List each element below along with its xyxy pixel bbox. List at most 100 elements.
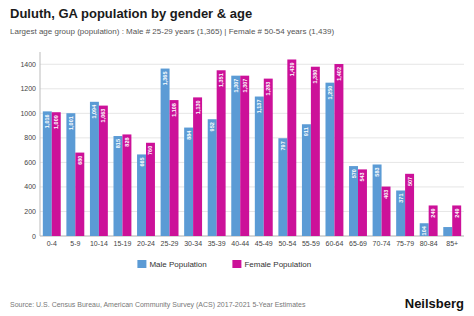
bar	[208, 119, 217, 236]
bar	[349, 166, 358, 236]
x-tick-label: 30-34	[184, 240, 202, 247]
bar	[184, 128, 193, 236]
x-tick-label: 20-24	[137, 240, 155, 247]
bar	[311, 67, 320, 236]
grid-line	[40, 64, 464, 65]
bar	[443, 227, 452, 236]
x-tick-label: 40-44	[231, 240, 249, 247]
bar	[146, 143, 155, 236]
y-axis-line	[40, 52, 41, 236]
bar	[66, 113, 75, 236]
x-tick-label: 65-69	[349, 240, 367, 247]
data-label: 249	[430, 208, 436, 217]
data-label: 911	[303, 127, 309, 136]
bar	[240, 76, 249, 236]
bar	[231, 76, 240, 236]
data-label: 1,351	[218, 73, 224, 87]
data-label: 1,016	[44, 114, 50, 128]
data-label: 1,365	[162, 72, 168, 86]
data-label: 1,380	[312, 70, 318, 84]
data-label: 1,439	[289, 62, 295, 76]
x-tick-label: 60-64	[325, 240, 343, 247]
legend-swatch	[232, 260, 241, 268]
bar	[161, 69, 170, 236]
bar	[113, 136, 122, 236]
bar	[278, 138, 287, 236]
x-tick-label: 25-29	[161, 240, 179, 247]
data-label: 828	[124, 137, 130, 146]
bar	[429, 205, 438, 236]
grid-line	[40, 88, 464, 89]
x-tick-label: 10-14	[90, 240, 108, 247]
bar	[396, 190, 405, 236]
x-tick-label: 15-19	[113, 240, 131, 247]
data-label: 665	[139, 157, 145, 166]
legend: Male PopulationFemale Population	[137, 260, 311, 269]
data-label: 403	[383, 190, 389, 199]
source: Source: U.S. Census Bureau, American Com…	[10, 301, 306, 309]
bar	[255, 97, 264, 236]
legend-label: Female Population	[244, 260, 311, 269]
x-tick-label: 50-54	[278, 240, 296, 247]
data-label: 249	[454, 208, 460, 217]
bar	[75, 153, 84, 236]
bars	[43, 59, 461, 236]
data-label: 570	[351, 169, 357, 178]
data-label: 507	[407, 177, 413, 186]
bar	[137, 154, 146, 236]
x-tick-label: 45-49	[255, 240, 273, 247]
x-tick-label: 85+	[446, 240, 458, 247]
data-label: 371	[398, 193, 404, 202]
bar	[217, 70, 226, 236]
data-label: 1,108	[171, 103, 177, 117]
data-label: 680	[77, 156, 83, 165]
data-label: 1,250	[327, 86, 333, 100]
data-label: 104	[421, 225, 427, 235]
y-tick-label: 1200	[20, 85, 36, 92]
bar	[170, 100, 179, 236]
y-tick-label: 600	[24, 159, 36, 166]
x-tick-label: 55-59	[302, 240, 320, 247]
data-labels: 1,0161,0011,0948156651,3658849521,3071,1…	[44, 62, 459, 235]
brand: Neilsberg	[405, 296, 464, 311]
bar	[382, 187, 391, 236]
data-label: 1,307	[233, 79, 239, 93]
data-label: 815	[115, 139, 121, 148]
bar	[122, 134, 131, 236]
y-tick-label: 0	[32, 233, 36, 240]
y-tick-label: 1400	[20, 61, 36, 68]
data-label: 1,063	[100, 109, 106, 123]
legend-swatch	[137, 260, 146, 268]
title: Duluth, GA population by gender & age	[10, 6, 252, 21]
y-tick-label: 800	[24, 134, 36, 141]
y-axis: 0 200 400 600 800 1000 1200 1400	[20, 52, 464, 240]
data-label: 760	[147, 146, 153, 155]
bar	[90, 102, 99, 236]
data-label: 1,283	[265, 82, 271, 96]
data-label: 1,094	[91, 104, 97, 119]
bar	[302, 124, 311, 236]
y-tick-label: 200	[24, 208, 36, 215]
x-tick-label: 5-9	[70, 240, 80, 247]
bar	[43, 111, 52, 236]
chart: Duluth, GA population by gender & age Lar…	[0, 0, 474, 316]
bar	[373, 164, 382, 236]
data-label: 543	[359, 172, 365, 181]
data-label: 1,130	[195, 100, 201, 114]
data-label: 583	[374, 167, 380, 176]
data-label: 952	[209, 122, 215, 131]
bar	[405, 174, 414, 236]
data-label: 1,402	[336, 67, 342, 81]
bar	[52, 112, 61, 236]
bar	[358, 169, 367, 236]
data-label: 797	[280, 141, 286, 150]
bar	[325, 83, 334, 236]
data-label: 884	[186, 130, 192, 140]
x-tick-label: 80-84	[420, 240, 438, 247]
bar	[287, 59, 296, 236]
x-tick-label: 35-39	[208, 240, 226, 247]
subtitle: Largest age group (population) : Male # …	[10, 27, 334, 36]
data-label: 1,009	[53, 115, 59, 129]
y-tick-label: 400	[24, 183, 36, 190]
y-tick-label: 1000	[20, 110, 36, 117]
